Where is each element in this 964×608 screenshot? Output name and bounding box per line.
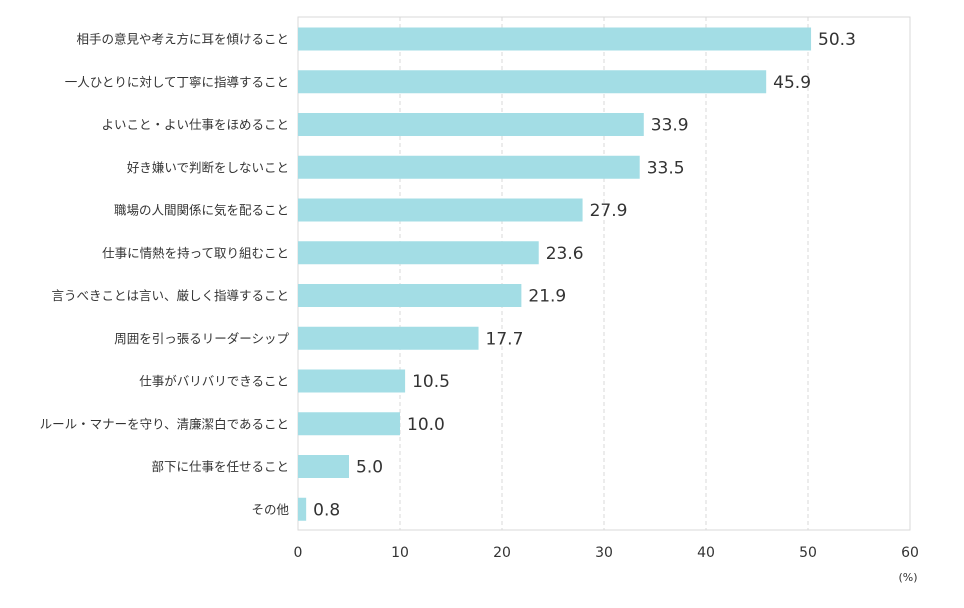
bar-4 xyxy=(298,155,640,179)
value-label-1: 50.3 xyxy=(818,30,856,50)
category-label-12: その他 xyxy=(251,502,289,517)
value-label-12: 0.8 xyxy=(313,500,340,520)
value-label-11: 5.0 xyxy=(356,458,383,478)
x-tick-label-20: 20 xyxy=(493,545,511,561)
value-labels: 50.3 45.9 33.9 33.5 27.9 23.6 21.9 17.7 10.5 10.0… xyxy=(313,30,856,520)
category-label-11: 部下に仕事を任せること xyxy=(151,459,289,474)
x-axis-unit: (%) xyxy=(898,571,917,584)
category-label-3: よいこと・よい仕事をほめること xyxy=(101,117,289,132)
category-label-9: 仕事がバリバリできること xyxy=(139,374,289,389)
bar-9 xyxy=(298,369,406,393)
x-tick-label-10: 10 xyxy=(391,545,409,561)
gridlines xyxy=(297,16,911,531)
x-tick-label-0: 0 xyxy=(294,545,303,561)
bar-5 xyxy=(298,198,583,222)
value-label-5: 27.9 xyxy=(590,201,628,221)
bar-12 xyxy=(298,497,307,521)
bar-7 xyxy=(298,284,522,307)
category-label-8: 周囲を引っ張るリーダーシップ xyxy=(114,331,289,346)
bar-6 xyxy=(298,241,539,265)
category-label-10: ルール・マナーを守り、清廉潔白であること xyxy=(40,416,289,431)
bar-8 xyxy=(298,326,479,350)
value-label-2: 45.9 xyxy=(773,73,811,93)
x-tick-label-50: 50 xyxy=(799,545,817,561)
bar-1 xyxy=(298,27,812,51)
category-label-4: 好き嫌いで判断をしないこと xyxy=(127,160,289,175)
bar-11 xyxy=(298,455,349,478)
x-tick-label-60: 60 xyxy=(901,545,919,561)
value-label-9: 10.5 xyxy=(412,372,450,392)
bar-3 xyxy=(298,113,644,136)
category-label-2: 一人ひとりに対して丁寧に指導すること xyxy=(65,74,289,89)
x-tick-label-30: 30 xyxy=(595,545,613,561)
value-label-10: 10.0 xyxy=(407,415,445,435)
value-label-4: 33.5 xyxy=(647,158,685,178)
x-tick-label-40: 40 xyxy=(697,545,715,561)
category-label-6: 仕事に情熱を持って取り組むこと xyxy=(102,245,289,260)
value-label-8: 17.7 xyxy=(486,329,524,349)
category-label-5: 職場の人間関係に気を配ること xyxy=(114,203,289,218)
x-axis-ticks: 0 10 20 30 40 50 60 xyxy=(294,545,919,561)
category-labels: 相手の意見や考え方に耳を傾けること一人ひとりに対して丁寧に指導することよいこと・… xyxy=(40,32,290,517)
value-label-7: 21.9 xyxy=(528,287,566,307)
category-label-1: 相手の意見や考え方に耳を傾けること xyxy=(76,32,289,47)
bar-10 xyxy=(298,412,400,436)
value-label-6: 23.6 xyxy=(546,244,584,264)
value-label-3: 33.9 xyxy=(651,116,689,136)
bars xyxy=(298,27,812,521)
bar-2 xyxy=(298,70,767,94)
category-label-7: 言うべきことは言い、厳しく指導すること xyxy=(51,288,289,303)
